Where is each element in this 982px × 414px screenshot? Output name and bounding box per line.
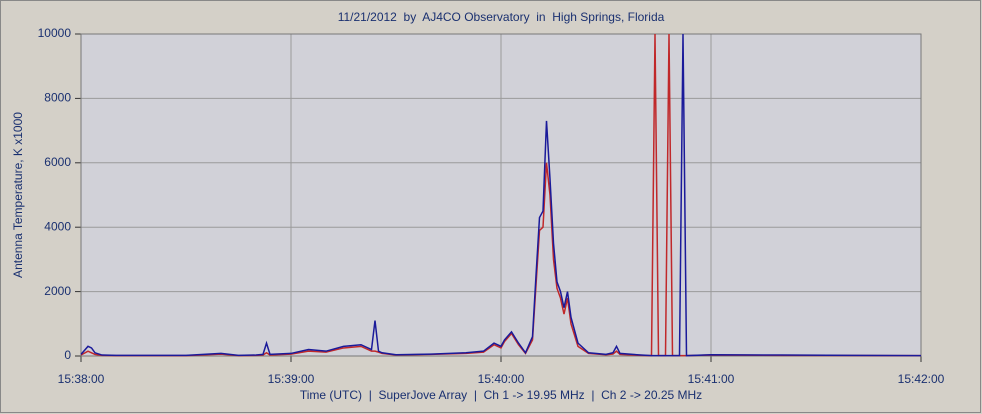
x-tick-label: 15:42:00 (898, 372, 945, 386)
x-tick-label: 15:40:00 (478, 372, 525, 386)
x-tick-label: 15:41:00 (688, 372, 735, 386)
x-tick-label: 15:38:00 (58, 372, 105, 386)
y-tick-label: 4000 (44, 219, 71, 233)
x-axis-label: Time (UTC) | SuperJove Array | Ch 1 -> 1… (300, 388, 702, 402)
x-tick-label: 15:39:00 (268, 372, 315, 386)
y-tick-label: 6000 (44, 155, 71, 169)
y-tick-label: 10000 (38, 26, 72, 40)
chart-title: 11/21/2012 by AJ4CO Observatory in High … (338, 10, 665, 24)
series-line (80, 33, 922, 357)
y-axis-label: Antenna Temperature, K x1000 (11, 112, 25, 278)
plot-border (80, 33, 922, 357)
y-tick-label: 2000 (44, 284, 71, 298)
y-tick-label: 8000 (44, 91, 71, 105)
y-tick-label: 0 (64, 348, 71, 362)
